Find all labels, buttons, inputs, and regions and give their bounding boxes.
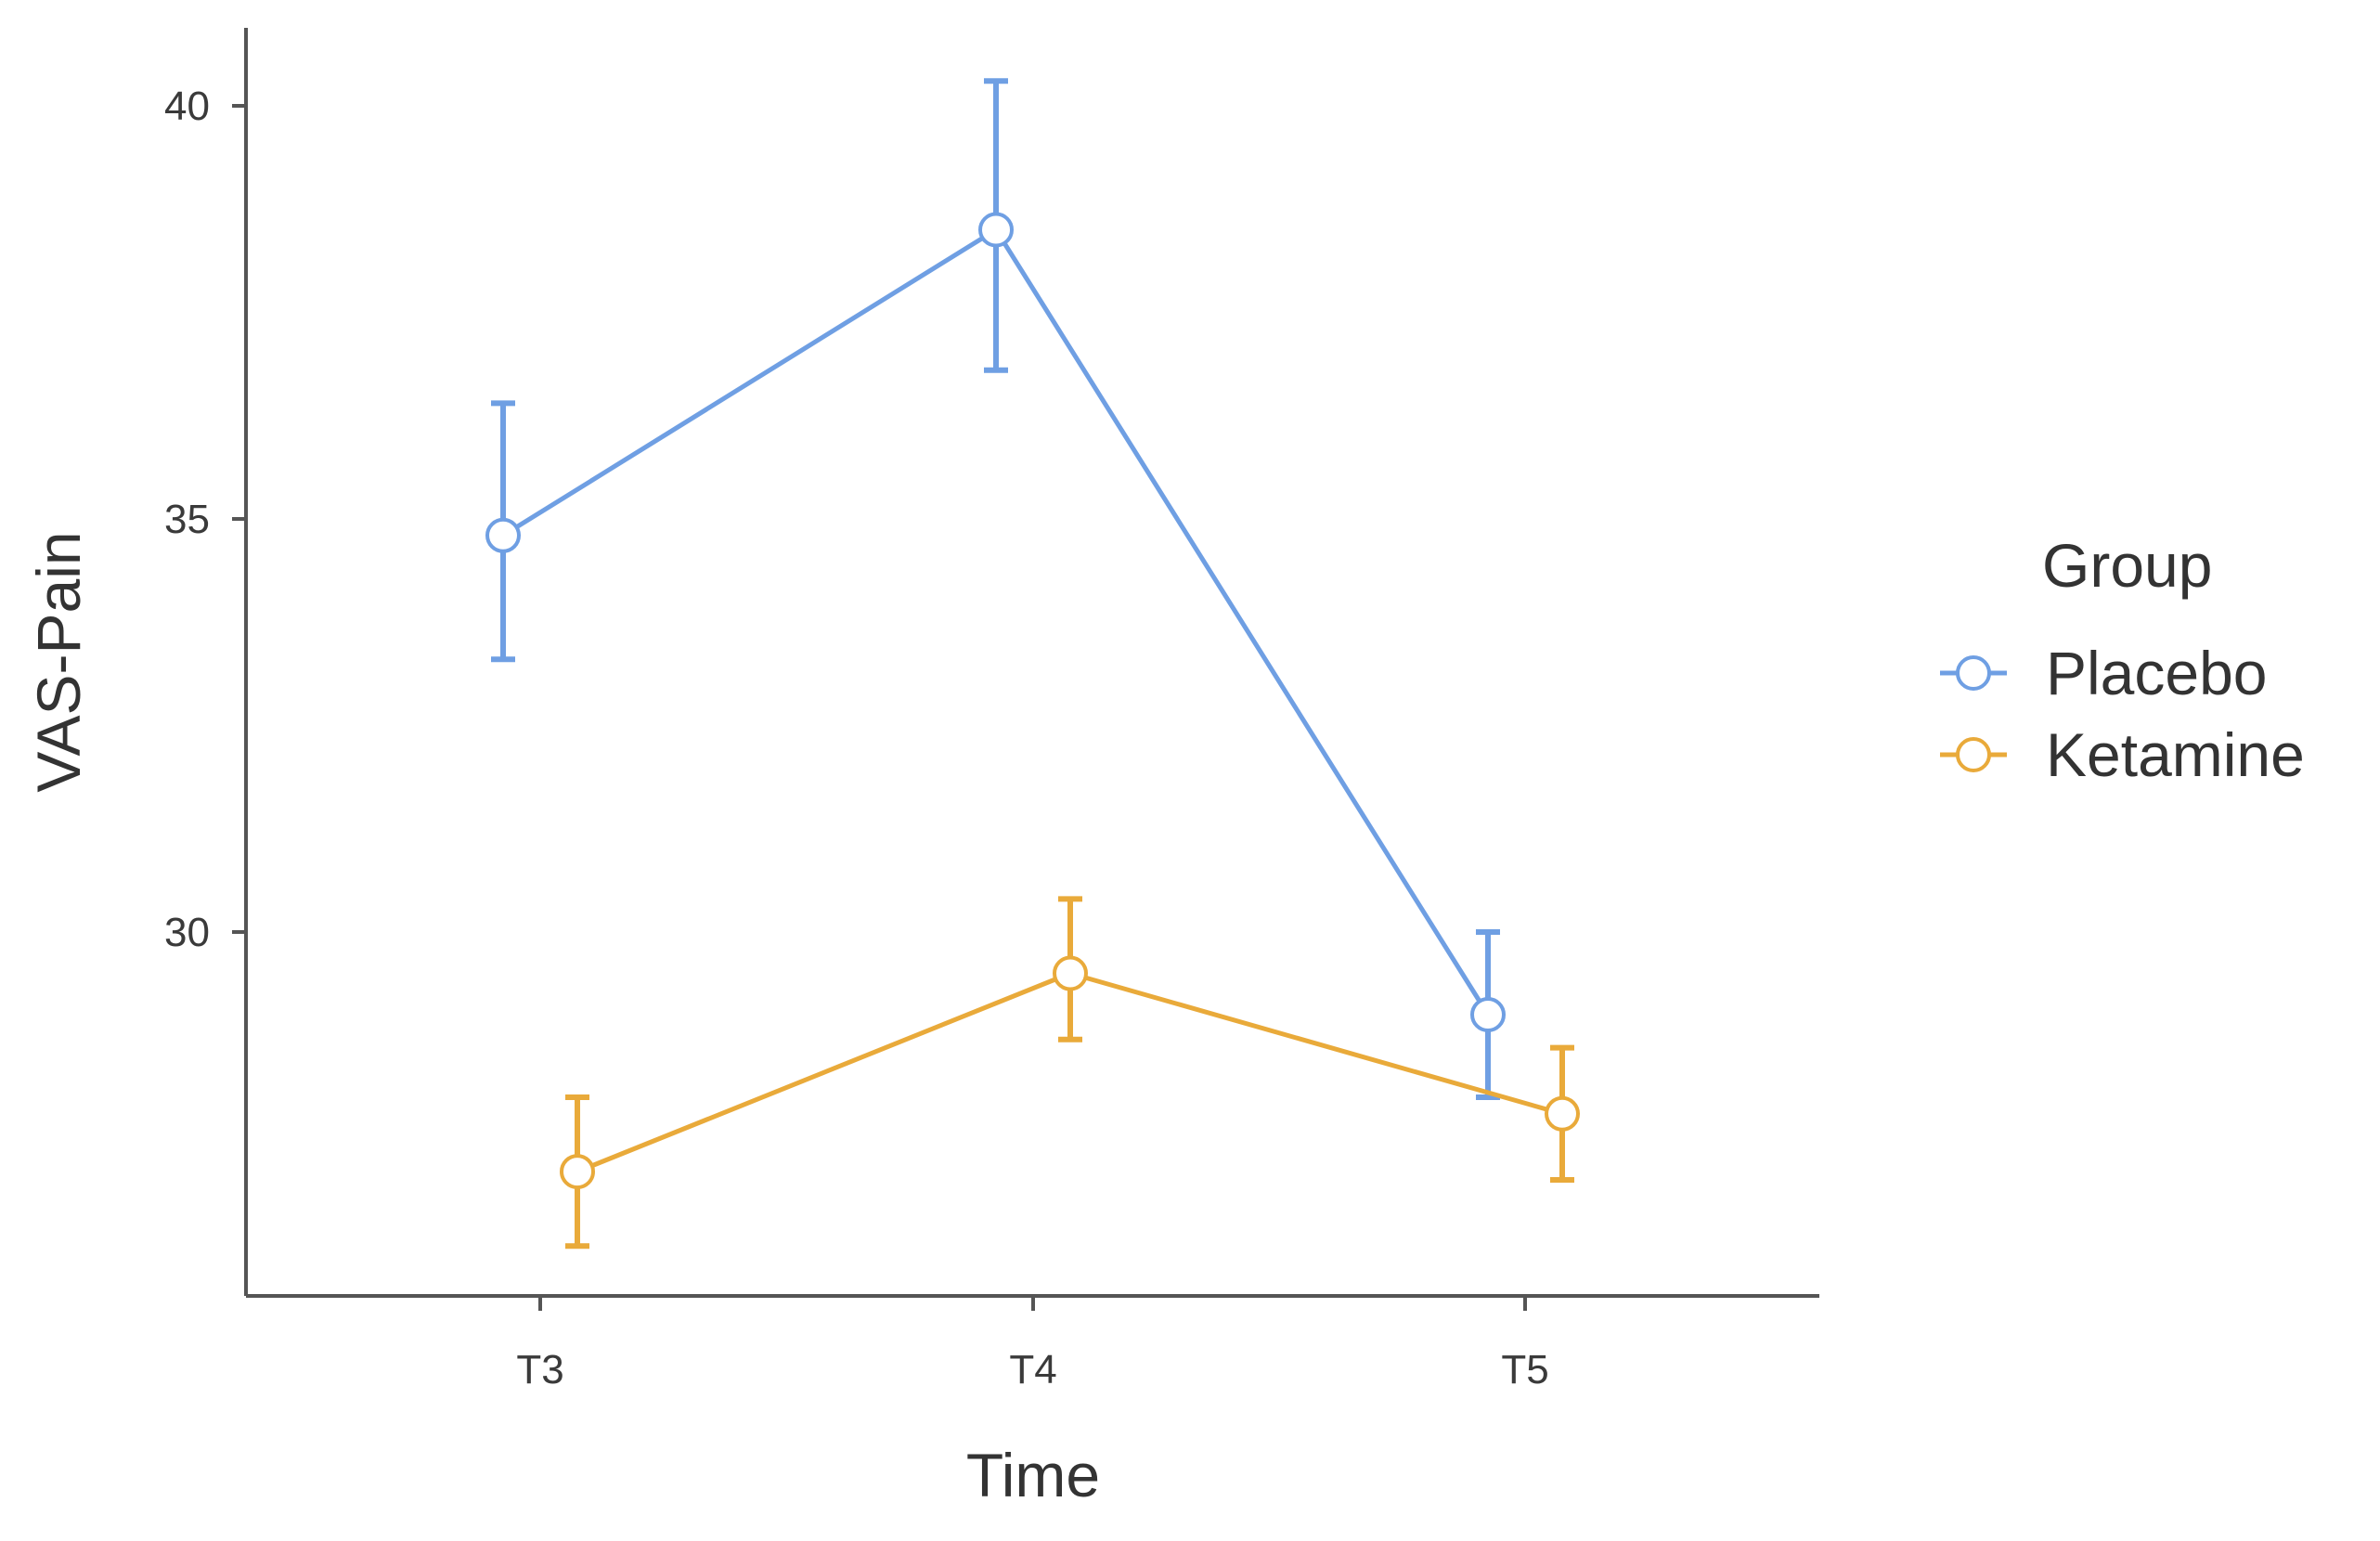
legend-label: Placebo [2046, 639, 2268, 707]
series-ketamine [560, 896, 1580, 1250]
x-ticks: T3 T4 T5 [516, 1296, 1549, 1392]
y-tick-label: 40 [164, 84, 210, 129]
legend: Group Placebo Ketamine [1940, 531, 2305, 789]
y-tick-label: 35 [164, 497, 210, 542]
x-tick-label: T5 [1501, 1347, 1548, 1392]
data-point-ketamine [560, 1154, 595, 1190]
y-axis-title: VAS-Pain [24, 531, 93, 792]
x-axis-title: Time [966, 1441, 1100, 1509]
x-tick-label: T3 [516, 1347, 563, 1392]
plot-area [485, 78, 1580, 1250]
axes [244, 28, 1819, 1298]
data-point-ketamine [1053, 955, 1088, 991]
series-placebo [485, 78, 1506, 1100]
y-tick-label: 30 [164, 910, 210, 955]
data-point-placebo [485, 517, 521, 553]
legend-swatch-marker [1956, 655, 1991, 691]
legend-label: Ketamine [2046, 720, 2305, 789]
legend-item-placebo: Placebo [1940, 639, 2268, 707]
data-point-placebo [978, 212, 1014, 248]
legend-swatch-marker [1956, 737, 1991, 772]
y-ticks: 30 35 40 [164, 84, 246, 955]
legend-item-ketamine: Ketamine [1940, 720, 2305, 789]
legend-title: Group [2042, 531, 2212, 600]
x-tick-label: T4 [1009, 1347, 1056, 1392]
data-point-ketamine [1545, 1095, 1580, 1132]
data-point-placebo [1470, 997, 1506, 1032]
